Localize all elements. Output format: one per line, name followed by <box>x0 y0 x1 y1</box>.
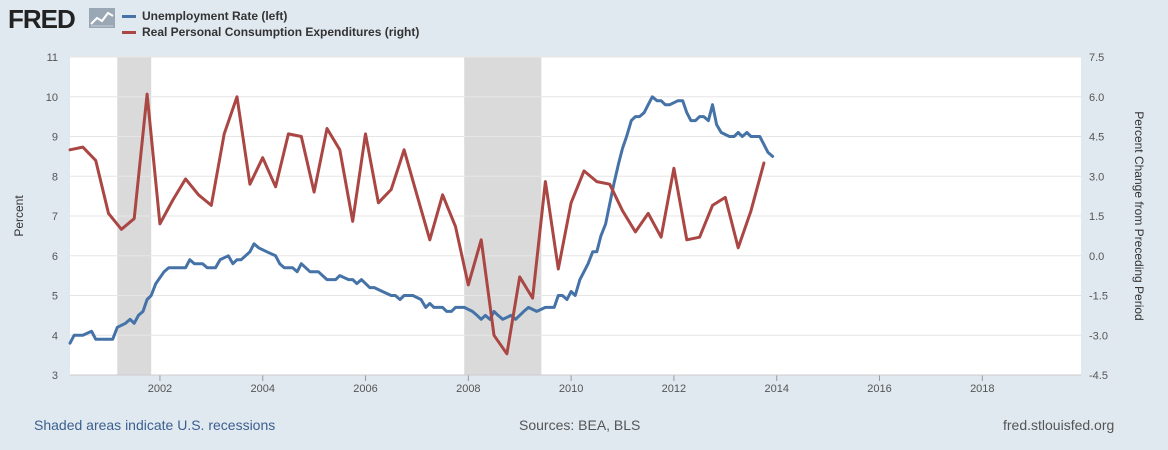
left-tick-label: 11 <box>47 52 58 64</box>
x-tick-label: 2002 <box>148 383 172 395</box>
site-link[interactable]: fred.stlouisfed.org <box>1003 417 1115 433</box>
legend-label-unemployment: Unemployment Rate (left) <box>142 9 288 23</box>
chart-legend: Unemployment Rate (left) Real Personal C… <box>122 8 419 40</box>
right-axis-label: Percent Change from Preceding Period <box>1132 111 1146 320</box>
right-tick-label: 1.5 <box>1089 211 1104 223</box>
right-tick-label: 6.0 <box>1089 92 1104 104</box>
left-tick-label: 10 <box>46 92 58 104</box>
right-tick-label: 0.0 <box>1089 251 1104 263</box>
right-tick-label: -1.5 <box>1089 291 1108 303</box>
legend-swatch-unemployment <box>122 14 136 18</box>
logo-graph-icon <box>89 8 115 28</box>
sources-text: Sources: BEA, BLS <box>519 417 641 433</box>
left-tick-label: 9 <box>52 132 58 144</box>
x-tick-label: 2012 <box>662 383 686 395</box>
right-tick-label: -4.5 <box>1089 370 1108 382</box>
x-tick-label: 2016 <box>867 383 891 395</box>
left-axis-label: Percent <box>12 195 26 237</box>
left-tick-label: 7 <box>52 211 58 223</box>
right-tick-label: -3.0 <box>1089 330 1108 342</box>
x-tick-label: 2010 <box>559 383 583 395</box>
left-tick-label: 6 <box>52 251 58 263</box>
right-tick-label: 7.5 <box>1089 52 1104 64</box>
legend-item-unemployment: Unemployment Rate (left) <box>122 8 419 24</box>
series-line-unemployment <box>68 95 775 345</box>
left-tick-label: 8 <box>52 171 58 183</box>
x-tick-label: 2004 <box>251 383 275 395</box>
right-tick-label: 3.0 <box>1089 171 1104 183</box>
x-tick-label: 2018 <box>970 383 994 395</box>
left-tick-label: 3 <box>52 370 58 382</box>
legend-swatch-pce <box>122 30 136 34</box>
recessions-note-link[interactable]: Shaded areas indicate U.S. recessions <box>34 417 276 433</box>
legend-label-pce: Real Personal Consumption Expenditures (… <box>142 25 420 39</box>
x-tick-label: 2006 <box>353 383 377 395</box>
x-tick-label: 2008 <box>456 383 480 395</box>
left-tick-label: 4 <box>52 330 58 342</box>
fred-logo[interactable]: FRED <box>8 4 76 34</box>
legend-item-pce: Real Personal Consumption Expenditures (… <box>122 24 419 40</box>
right-tick-label: 4.5 <box>1089 132 1104 144</box>
x-tick-label: 2014 <box>764 383 788 395</box>
series-line-pce <box>68 92 766 356</box>
left-tick-label: 5 <box>52 291 58 303</box>
